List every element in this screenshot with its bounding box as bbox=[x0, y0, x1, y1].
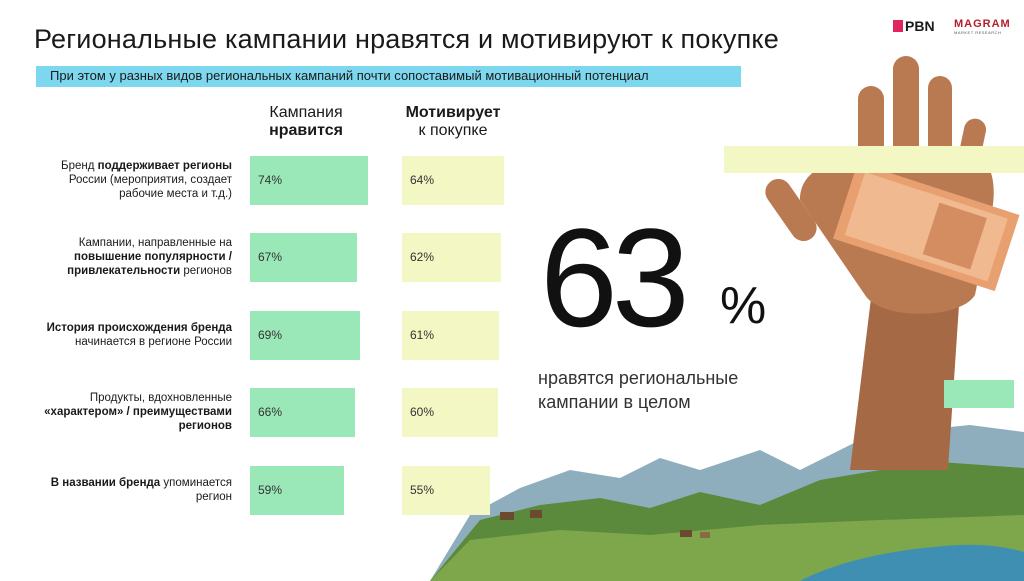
bar-likes-label: 67% bbox=[258, 250, 283, 264]
row-label: Продукты, вдохновленные «характером» / п… bbox=[44, 392, 232, 432]
bar-motivates bbox=[402, 311, 499, 360]
column-header-likes: Кампания нравится bbox=[269, 104, 343, 139]
page-subtitle: При этом у разных видов региональных кам… bbox=[50, 68, 649, 83]
bar-likes-label: 74% bbox=[258, 173, 283, 187]
pbn-mark-icon bbox=[893, 20, 903, 32]
magram-logo: MAGRAM MARKET RESEARCH bbox=[954, 18, 1011, 35]
row-label: Кампании, направленные на повышение попу… bbox=[67, 237, 232, 277]
bar-likes bbox=[250, 388, 355, 437]
highlight-caption: нравятся региональные кампании в целом bbox=[538, 368, 739, 412]
highlight-percent: % bbox=[720, 277, 767, 335]
column-header-motivates: Мотивирует к покупке bbox=[405, 104, 501, 139]
bar-likes bbox=[250, 156, 368, 205]
bar-motivates-label: 55% bbox=[410, 483, 435, 497]
pbn-logo: PBN bbox=[893, 18, 935, 34]
page-title: Региональные кампании нравятся и мотивир… bbox=[34, 24, 779, 54]
row-label: История происхождения бренда начинается … bbox=[46, 322, 232, 348]
subtitle-band bbox=[36, 66, 741, 87]
river bbox=[800, 544, 1024, 581]
bar-likes bbox=[250, 466, 344, 515]
row-label: Бренд поддерживает регионы России (мероп… bbox=[61, 160, 232, 200]
bar-motivates bbox=[402, 233, 501, 282]
decor-accent-bar bbox=[944, 380, 1014, 408]
bar-likes-label: 66% bbox=[258, 405, 283, 419]
forearm bbox=[850, 290, 960, 470]
bar-motivates bbox=[402, 466, 490, 515]
bar-likes bbox=[250, 233, 357, 282]
bar-likes-label: 59% bbox=[258, 483, 283, 497]
bar-motivates-label: 60% bbox=[410, 405, 435, 419]
bar-motivates-label: 64% bbox=[410, 173, 435, 187]
bar-motivates-label: 62% bbox=[410, 250, 435, 264]
bar-likes-label: 69% bbox=[258, 328, 283, 342]
bar-motivates bbox=[402, 156, 504, 205]
bar-likes bbox=[250, 311, 360, 360]
decor-accent-bar bbox=[724, 146, 1024, 173]
row-label: В названии бренда упоминается регион bbox=[50, 477, 232, 503]
bar-motivates-label: 61% bbox=[410, 328, 435, 342]
banknote bbox=[833, 162, 1020, 292]
village-houses bbox=[500, 510, 710, 538]
bar-motivates bbox=[402, 388, 498, 437]
highlight-number: 63 bbox=[540, 199, 690, 356]
